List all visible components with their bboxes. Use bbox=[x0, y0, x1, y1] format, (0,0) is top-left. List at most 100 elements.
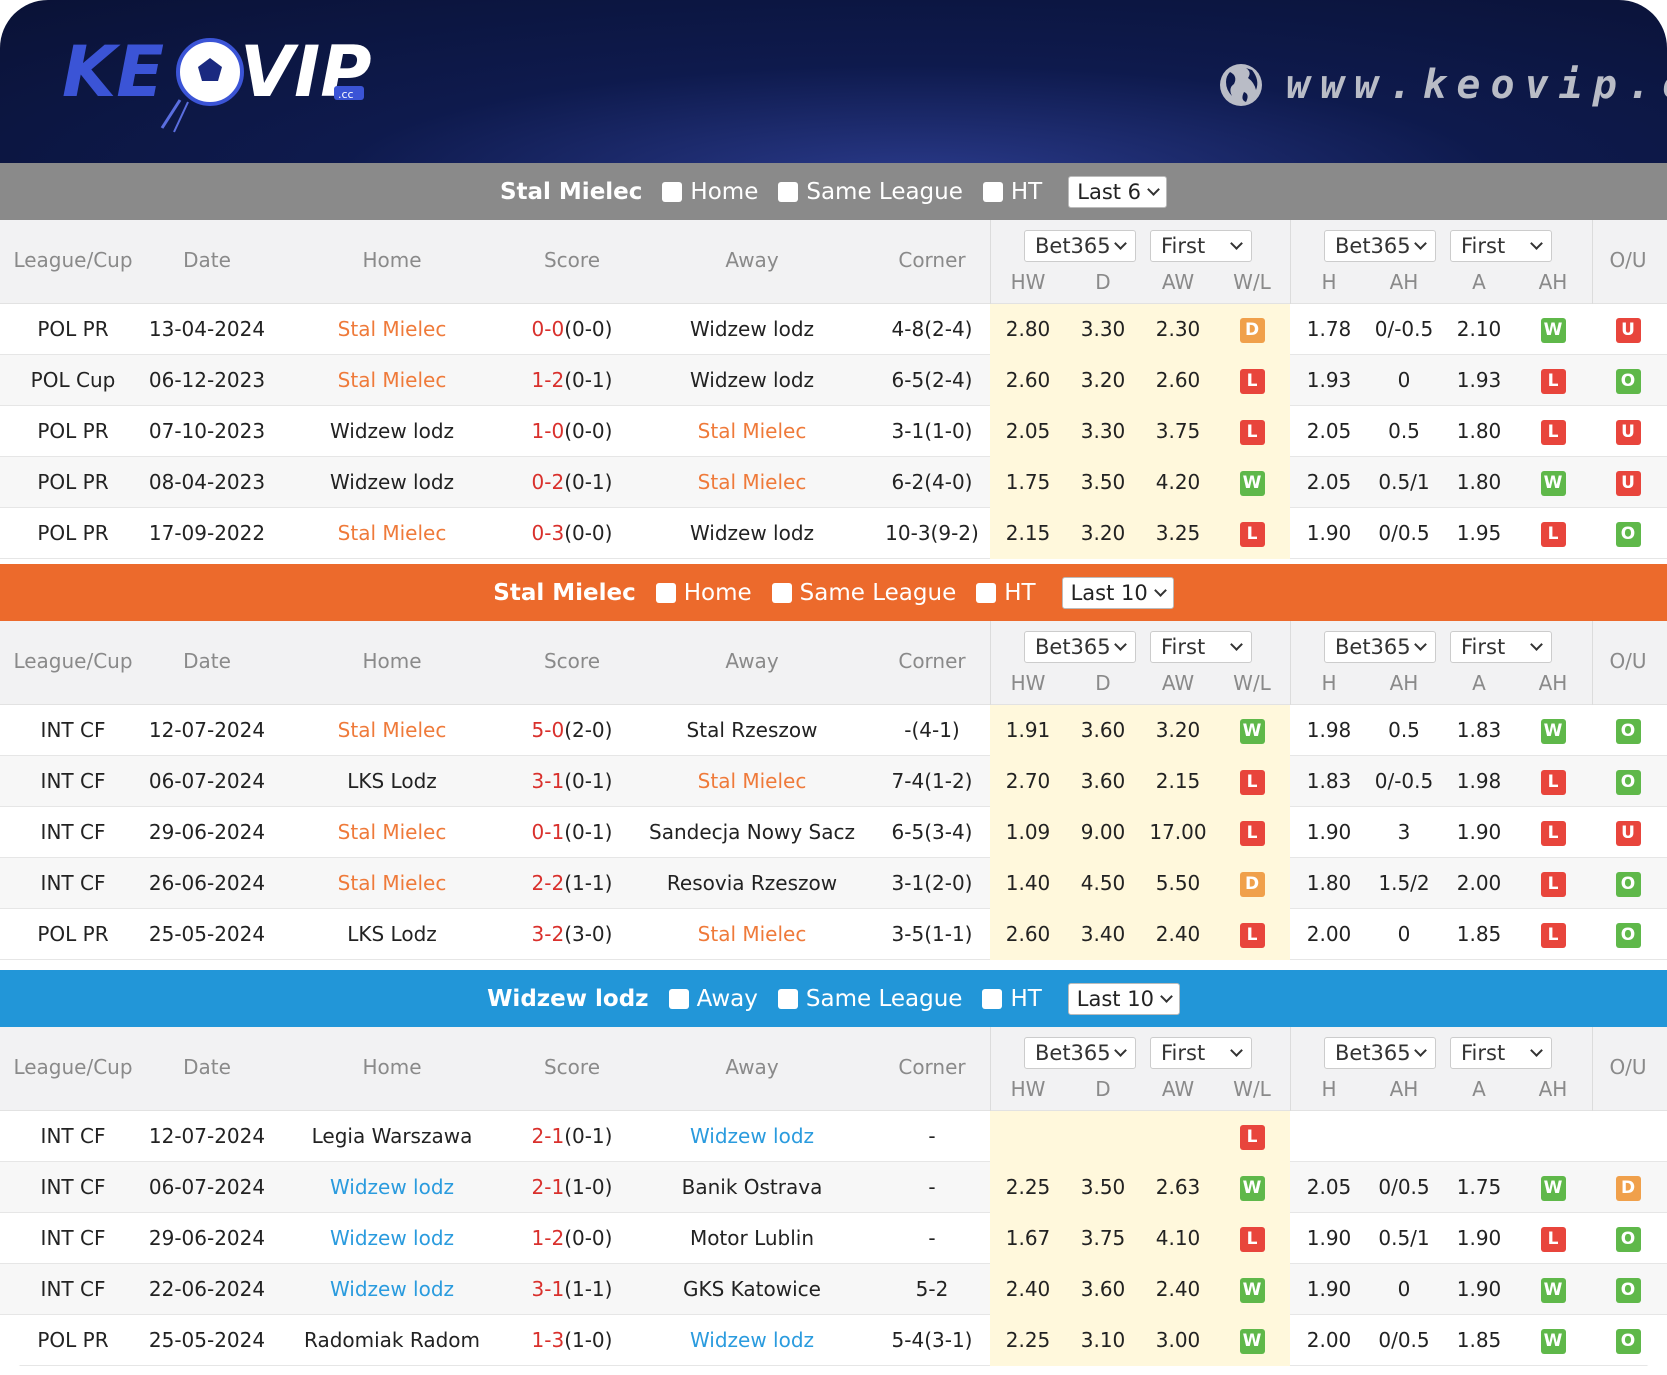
over-under-result-badge: U bbox=[1615, 821, 1641, 846]
score-cell: 2-1(1-0) bbox=[497, 1162, 647, 1213]
handicap-result: W bbox=[1533, 457, 1573, 508]
last-n-select[interactable]: Last 10 bbox=[1067, 982, 1180, 1015]
handicap-result-badge: W bbox=[1540, 471, 1566, 496]
result-wl-badge: L bbox=[1239, 770, 1265, 795]
ah-bookmaker-select[interactable]: Bet365 bbox=[1324, 631, 1436, 663]
handicap-result-badge: L bbox=[1540, 923, 1566, 948]
header-divider bbox=[1290, 1027, 1291, 1111]
table-row[interactable]: POL Cup 06-12-2023 Stal Mielec 1-2(0-1) Widz… bbox=[0, 355, 1667, 406]
same-league-checkbox[interactable] bbox=[777, 988, 798, 1009]
table-row[interactable]: INT CF 22-06-2024 Widzew lodz 3-1(1-1) GKS K… bbox=[0, 1264, 1667, 1315]
draw-odds: 4.50 bbox=[1080, 871, 1126, 895]
full-time-score: 5-0 bbox=[531, 718, 565, 742]
header-date: Date bbox=[183, 248, 231, 272]
chevron-down-icon bbox=[1114, 1044, 1127, 1057]
header-h: H bbox=[1321, 1077, 1337, 1101]
table-row[interactable]: POL PR 08-04-2023 Widzew lodz 0-2(0-1) Stal … bbox=[0, 457, 1667, 508]
header-a: A bbox=[1472, 1077, 1486, 1101]
chevron-down-icon bbox=[1530, 237, 1543, 250]
ah-period-select[interactable]: First bbox=[1450, 631, 1552, 663]
away-team-cell: Widzew lodz bbox=[689, 1328, 815, 1352]
result-wl-badge: W bbox=[1239, 1278, 1265, 1303]
result-wl: D bbox=[1232, 858, 1272, 909]
over-under-result: O bbox=[1608, 1213, 1648, 1264]
table-row[interactable]: POL PR 13-04-2024 Stal Mielec 0-0(0-0) Widze… bbox=[0, 304, 1667, 355]
handicap-line: 0/0.5 bbox=[1378, 1175, 1430, 1199]
header-divider bbox=[990, 1027, 991, 1111]
handicap-result: L bbox=[1533, 858, 1573, 909]
table-row[interactable]: POL PR 17-09-2022 Stal Mielec 0-3(0-0) Widze… bbox=[0, 508, 1667, 559]
table-row[interactable]: POL PR 07-10-2023 Widzew lodz 1-0(0-0) Stal … bbox=[0, 406, 1667, 457]
ah-bookmaker-select-value: Bet365 bbox=[1335, 1041, 1411, 1065]
ht-checkbox[interactable] bbox=[982, 988, 1003, 1009]
ht-checkbox[interactable] bbox=[976, 582, 997, 603]
last-n-select[interactable]: Last 10 bbox=[1061, 576, 1174, 609]
table-row[interactable]: POL PR 25-05-2024 LKS Lodz 3-2(3-0) Stal Mie… bbox=[0, 909, 1667, 960]
table-row[interactable]: INT CF 29-06-2024 Stal Mielec 0-1(0-1) Sande… bbox=[0, 807, 1667, 858]
ah-bookmaker-select[interactable]: Bet365 bbox=[1324, 1037, 1436, 1069]
header-a: A bbox=[1472, 671, 1486, 695]
odds-period-select[interactable]: First bbox=[1150, 230, 1252, 262]
table-row[interactable]: INT CF 12-07-2024 Stal Mielec 5-0(2-0) Stal … bbox=[0, 705, 1667, 756]
score-cell: 3-2(3-0) bbox=[497, 909, 647, 960]
home-away-checkbox[interactable] bbox=[655, 582, 676, 603]
section-2: Stal Mielec Home Same League HT Last 10 Leagu… bbox=[0, 564, 1667, 960]
same-league-checkbox[interactable] bbox=[771, 582, 792, 603]
ht-checkbox[interactable] bbox=[982, 181, 1003, 202]
home-team-cell: Radomiak Radom bbox=[303, 1328, 480, 1352]
table-row[interactable]: INT CF 12-07-2024 Legia Warszawa 2-1(0-1) Wi… bbox=[0, 1111, 1667, 1162]
corner-cell: 7-4(1-2) bbox=[891, 769, 973, 793]
odds-bookmaker-select[interactable]: Bet365 bbox=[1024, 1037, 1136, 1069]
home-team-cell: Legia Warszawa bbox=[311, 1124, 473, 1148]
odds-bookmaker-select[interactable]: Bet365 bbox=[1024, 230, 1136, 262]
league-cell: INT CF bbox=[40, 1124, 106, 1148]
odds-period-select[interactable]: First bbox=[1150, 631, 1252, 663]
last-n-select[interactable]: Last 6 bbox=[1068, 175, 1168, 208]
league-cell: POL PR bbox=[37, 1328, 109, 1352]
header-score: Score bbox=[543, 649, 600, 673]
league-cell: INT CF bbox=[40, 769, 106, 793]
keovip-logo[interactable]: KE VIP .cc bbox=[62, 28, 402, 138]
date-cell: 07-10-2023 bbox=[148, 419, 266, 443]
away-win-odds: 4.20 bbox=[1155, 470, 1201, 494]
handicap-line: 0.5/1 bbox=[1378, 470, 1430, 494]
away-team-cell: Sandecja Nowy Sacz bbox=[649, 820, 855, 844]
full-time-score: 3-2 bbox=[531, 922, 565, 946]
header-d: D bbox=[1095, 1077, 1111, 1101]
ah-period-select[interactable]: First bbox=[1450, 1037, 1552, 1069]
table-row[interactable]: POL PR 25-05-2024 Radomiak Radom 1-3(1-0) Wi… bbox=[0, 1315, 1667, 1366]
odds-period-select[interactable]: First bbox=[1150, 1037, 1252, 1069]
result-wl: W bbox=[1232, 1264, 1272, 1315]
header-h: H bbox=[1321, 671, 1337, 695]
away-win-odds: 2.15 bbox=[1155, 769, 1201, 793]
half-time-score: (0-1) bbox=[564, 1124, 613, 1148]
away-win-odds bbox=[1138, 1111, 1218, 1162]
table-row[interactable]: INT CF 06-07-2024 LKS Lodz 3-1(0-1) Stal Mie… bbox=[0, 756, 1667, 807]
home-team-cell: Widzew lodz bbox=[329, 419, 455, 443]
home-away-checkbox[interactable] bbox=[668, 988, 689, 1009]
header-divider bbox=[1592, 1027, 1593, 1111]
table-row[interactable]: INT CF 29-06-2024 Widzew lodz 1-2(0-0) Motor… bbox=[0, 1213, 1667, 1264]
website-badge[interactable]: www.keovip.cc bbox=[1218, 62, 1667, 108]
odds-bookmaker-select[interactable]: Bet365 bbox=[1024, 631, 1136, 663]
ah-period-select[interactable]: First bbox=[1450, 230, 1552, 262]
handicap-result bbox=[1533, 1111, 1573, 1162]
half-time-score: (1-1) bbox=[564, 1277, 613, 1301]
home-away-checkbox[interactable] bbox=[662, 181, 683, 202]
draw-odds: 3.50 bbox=[1080, 1175, 1126, 1199]
same-league-checkbox[interactable] bbox=[778, 181, 799, 202]
corner-cell: 10-3(9-2) bbox=[885, 521, 979, 545]
table-row[interactable]: INT CF 26-06-2024 Stal Mielec 2-2(1-1) Resov… bbox=[0, 858, 1667, 909]
handicap-result: W bbox=[1533, 705, 1573, 756]
half-time-score: (0-0) bbox=[564, 521, 613, 545]
filter-bar: Stal Mielec Home Same League HT Last 6 bbox=[0, 163, 1667, 220]
ah-bookmaker-select[interactable]: Bet365 bbox=[1324, 230, 1436, 262]
full-time-score: 3-1 bbox=[531, 769, 565, 793]
handicap-home-odds: 2.00 bbox=[1306, 1328, 1352, 1352]
handicap-away-odds: 1.90 bbox=[1456, 1226, 1502, 1250]
header-league: League/Cup bbox=[13, 1055, 133, 1079]
table-row[interactable]: INT CF 06-07-2024 Widzew lodz 2-1(1-0) Banik… bbox=[0, 1162, 1667, 1213]
handicap-home-odds: 1.98 bbox=[1306, 718, 1352, 742]
date-cell: 13-04-2024 bbox=[148, 317, 266, 341]
corner-cell: 3-5(1-1) bbox=[891, 922, 973, 946]
